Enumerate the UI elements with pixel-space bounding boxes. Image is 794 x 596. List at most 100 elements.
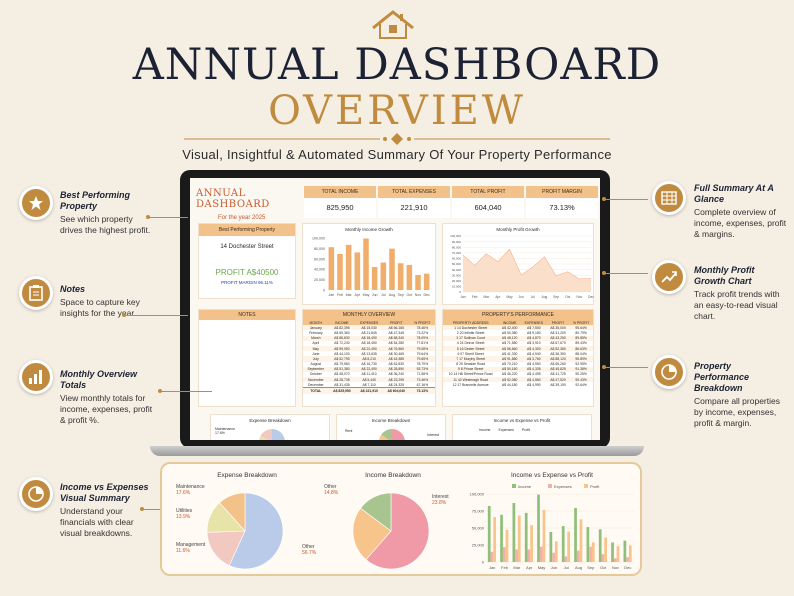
series-bar xyxy=(487,505,491,562)
best-property-card: Best Performing Property 14 Dochester St… xyxy=(198,223,296,299)
table-cell: A$ 50,380 xyxy=(501,330,518,335)
dashboard-title: ANNUAL DASHBOARD xyxy=(196,188,270,210)
notes-panel[interactable]: NOTES xyxy=(198,309,296,407)
table-cell: 73.13% xyxy=(409,387,435,394)
pie-slice xyxy=(365,492,430,570)
feature-property-performance: Property Performance Breakdown Compare a… xyxy=(694,361,788,429)
feature-desc: Understand your financials with clear vi… xyxy=(60,506,134,538)
connector-dot xyxy=(146,215,150,219)
table-cell: A$ 42,400 xyxy=(498,325,521,331)
table-row: 12 17 Brannelle Avenue A$ 44,180 A$ 4,990 A… xyxy=(443,382,593,387)
series-bar xyxy=(598,529,602,562)
bar-chart-icon xyxy=(19,360,53,394)
table-cell: A$ 70,210 xyxy=(501,362,518,367)
label-pct: 11.6% xyxy=(176,548,190,554)
table-row: 2 20 Infinite Street A$ 50,380 A$ 9,180 A$ … xyxy=(443,330,593,335)
income-bar xyxy=(345,244,352,290)
label-pct: 17.6% xyxy=(176,490,191,496)
x-tick-label: Feb xyxy=(337,293,343,297)
dashboard-screen: ANNUAL DASHBOARD For the year 2025 TOTAL… xyxy=(190,178,600,440)
x-tick-label: Jan xyxy=(460,295,465,299)
connector-dot xyxy=(602,197,606,201)
table-cell: January xyxy=(303,325,329,331)
table-row: December A$ 31,435 A$ 7,110 A$ 24,325 67.16% xyxy=(303,382,435,388)
connector-dot xyxy=(602,365,606,369)
table-cell: A$ 46,220 xyxy=(501,372,518,377)
series-bar xyxy=(574,507,577,562)
x-tick-label: Aug xyxy=(542,295,548,299)
table-cell: 78.46% xyxy=(409,325,435,331)
table-cell: 89.85% xyxy=(569,335,593,341)
table-cell: A$ 35,000 xyxy=(546,325,570,331)
feature-full-summary: Full Summary At A Glance Complete overvi… xyxy=(694,183,788,240)
column-header: INCOME xyxy=(328,320,356,326)
x-tick-label: Feb xyxy=(472,295,478,299)
table-cell: A$ 54,280 xyxy=(388,341,405,346)
table-row: 8 25 Seaside Road A$ 70,210 A$ 4,950 A$ 65,… xyxy=(443,362,593,367)
chart-title: Expense Breakdown xyxy=(249,418,291,423)
table-cell: A$ 52,080 xyxy=(498,377,521,383)
table-cell: A$ 69,360 xyxy=(334,330,350,335)
table-cell: A$ 88,120 xyxy=(546,356,570,362)
chart-title: Monthly Profit Growth xyxy=(496,227,540,232)
mini-compare-legend: Income Expenses Profit xyxy=(479,428,530,432)
x-tick-label: Jul xyxy=(531,295,535,299)
series-bar xyxy=(539,546,543,562)
series-bar xyxy=(567,531,570,562)
pie-chart-icon xyxy=(652,355,686,389)
x-tick-label: May xyxy=(538,565,546,570)
table-cell: April xyxy=(312,341,320,346)
series-bar xyxy=(505,529,509,562)
table-cell: 11 40 Westeragh Road xyxy=(443,377,499,383)
expense-label-maintenance: Maintenance 17.6% xyxy=(176,484,205,496)
table-cell: A$ 4,940 xyxy=(527,351,541,356)
connector-dot xyxy=(140,507,144,511)
dashboard-title-block: ANNUAL DASHBOARD For the year 2025 xyxy=(196,188,296,221)
kpi-total-income: TOTAL INCOME 825,950 xyxy=(304,186,376,218)
pie-slice xyxy=(206,530,246,566)
income-bar xyxy=(328,247,335,290)
x-tick-label: Jun xyxy=(551,565,557,570)
table-cell: 9 8 Prince Street xyxy=(443,366,499,372)
table-cell: A$ 82,395 xyxy=(328,325,356,331)
table-icon xyxy=(652,181,686,215)
y-tick-label: 25,000 xyxy=(472,543,485,548)
connector-line xyxy=(124,315,188,316)
series-bar xyxy=(586,527,590,562)
series-bar xyxy=(530,525,533,562)
label-pct: 14.8% xyxy=(324,490,339,496)
table-cell: December xyxy=(307,382,324,387)
table-cell: A$ 67,670 xyxy=(550,341,566,346)
laptop-base xyxy=(150,446,644,456)
x-tick-label: Dec xyxy=(624,565,631,570)
series-bar xyxy=(604,537,607,562)
y-tick-label: 10,000 xyxy=(452,285,462,289)
x-tick-label: Oct xyxy=(407,293,413,297)
table-cell: May xyxy=(303,345,329,352)
label-name: Management xyxy=(176,542,206,548)
table-cell: A$ 66,165 xyxy=(382,325,410,331)
monthly-income-chart: Monthly Income Growth 100,000 80,000 60,00… xyxy=(302,223,436,305)
y-tick-label: 60,000 xyxy=(452,257,462,261)
table-cell: A$ 23,295 xyxy=(382,377,410,383)
table-cell: A$ 62,830 xyxy=(388,362,405,367)
table-row: May A$ 99,050 A$ 22,490 A$ 76,560 79.08% xyxy=(303,345,435,352)
legend-profit: Profit xyxy=(521,428,531,432)
column-header: EXPENSES xyxy=(355,320,383,326)
table-cell: 90.43% xyxy=(569,377,593,383)
feature-title: Monthly Overview Totals xyxy=(60,369,138,390)
series-bar xyxy=(527,549,531,562)
y-tick-label: 0 xyxy=(482,560,485,565)
table-cell: 1 14 Dochester Street xyxy=(443,325,499,331)
table-cell: A$ 56,660 xyxy=(498,345,521,352)
feature-desc: View monthly totals for income, expenses… xyxy=(60,393,153,425)
table-cell: September xyxy=(303,366,329,372)
table-cell: A$ 43,250 xyxy=(546,335,570,341)
table-cell: 8 25 Seaside Road xyxy=(456,362,486,367)
table-cell: TOTAL xyxy=(303,387,329,394)
x-tick-label: Oct xyxy=(600,565,607,570)
label-pct: 56.7% xyxy=(302,550,317,556)
trend-up-icon xyxy=(652,260,686,294)
expense-label-management: Management 11.6% xyxy=(176,542,205,554)
table-cell: 7 17 Murphy Street xyxy=(443,356,499,362)
